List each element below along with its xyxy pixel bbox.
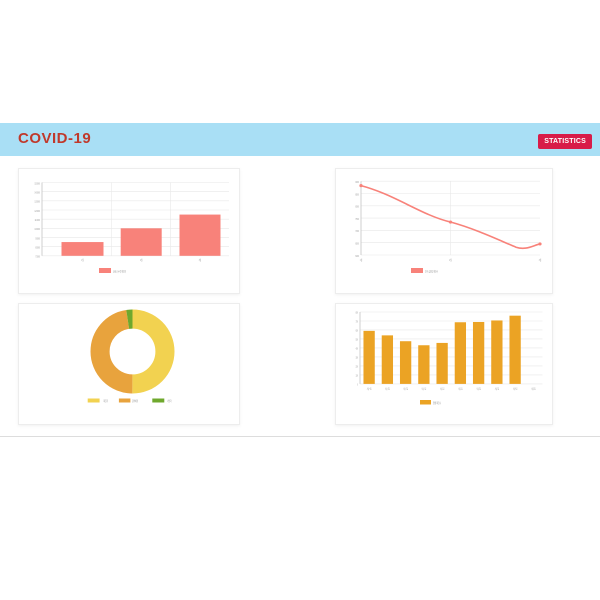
svg-text:코로나 누적 확진자: 코로나 누적 확진자 [113,269,127,274]
svg-text:6000: 6000 [355,254,359,258]
svg-text:확진자: 확진자 [103,398,108,403]
svg-text:700: 700 [356,321,359,323]
svg-text:1월: 1월 [360,257,362,262]
svg-text:서울-2일: 서울-2일 [403,386,408,391]
svg-text:2월: 2월 [449,257,451,262]
svg-text:90000: 90000 [35,237,40,241]
svg-text:300: 300 [356,357,359,359]
svg-text:800: 800 [356,312,359,314]
svg-text:서울-4일: 서울-4일 [367,386,372,391]
svg-text:7500: 7500 [355,217,359,221]
svg-text:80000: 80000 [35,246,40,250]
svg-text:8500: 8500 [355,193,359,197]
svg-text:200: 200 [356,366,359,368]
svg-text:150000: 150000 [35,182,41,186]
svg-text:1월: 1월 [81,257,83,262]
svg-text:서울-1일: 서울-1일 [421,386,426,391]
svg-text:사망자: 사망자 [167,398,172,403]
svg-text:3월: 3월 [199,257,201,262]
svg-text:0: 0 [357,384,358,386]
svg-text:100: 100 [356,375,359,377]
svg-text:110000: 110000 [35,218,41,222]
svg-text:7000: 7000 [355,230,359,234]
svg-text:서울1일: 서울1일 [440,386,445,391]
svg-text:서울1일: 서울1일 [458,386,463,391]
svg-text:6500: 6500 [355,242,359,246]
svg-text:인구 십만당 확진수: 인구 십만당 확진수 [425,269,439,274]
svg-text:2월: 2월 [140,257,142,262]
svg-text:서울3일: 서울3일 [495,386,500,391]
svg-text:500: 500 [356,339,359,341]
svg-text:일별 확진수: 일별 확진수 [433,400,442,405]
svg-text:서울4일: 서울4일 [513,386,518,391]
svg-text:100000: 100000 [35,228,41,232]
svg-text:70000: 70000 [35,255,40,259]
svg-text:130000: 130000 [35,200,41,204]
svg-text:140000: 140000 [35,191,41,195]
svg-text:8000: 8000 [355,205,359,209]
svg-text:3월: 3월 [539,257,541,262]
svg-text:서울-3일: 서울-3일 [385,386,390,391]
svg-text:검역예정: 검역예정 [132,398,138,403]
svg-text:600: 600 [356,330,359,332]
svg-text:9000: 9000 [355,181,359,185]
svg-text:서울5일: 서울5일 [531,386,536,391]
svg-text:서울2일: 서울2일 [476,386,481,391]
svg-text:400: 400 [356,348,359,350]
svg-text:120000: 120000 [35,209,41,213]
